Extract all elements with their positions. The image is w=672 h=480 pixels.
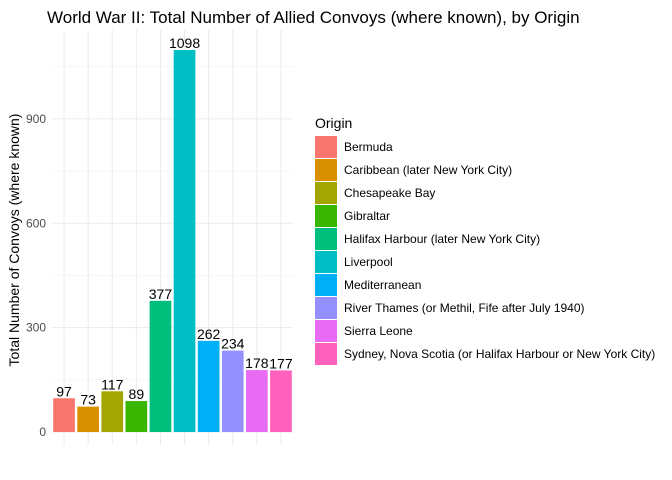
- bar-5: [173, 50, 196, 432]
- data-label-3: 89: [129, 386, 145, 402]
- legend-key-7: [315, 297, 337, 319]
- legend-key-8: [315, 320, 337, 342]
- data-label-0: 97: [56, 383, 72, 399]
- bar-6: [197, 340, 220, 432]
- legend-key-6: [315, 274, 337, 296]
- data-label-7: 234: [221, 336, 245, 352]
- bar-1: [77, 406, 99, 432]
- legend-label-6: Mediterranean: [344, 278, 421, 292]
- legend-key-1: [315, 159, 337, 181]
- y-tick-label: 300: [26, 321, 46, 335]
- legend-label-5: Liverpool: [344, 255, 393, 269]
- y-axis-ticks: 0 300 600 900: [26, 112, 46, 439]
- legend-label-9: Sydney, Nova Scotia (or Halifax Harbour …: [344, 347, 655, 361]
- y-tick-label: 600: [26, 216, 46, 230]
- legend-key-3: [315, 205, 337, 227]
- data-label-4: 377: [149, 286, 173, 302]
- data-label-1: 73: [80, 392, 96, 408]
- legend-key-0: [315, 136, 337, 158]
- legend-label-1: Caribbean (later New York City): [344, 163, 512, 177]
- bar-2: [101, 391, 124, 432]
- bar-0: [53, 398, 75, 432]
- y-tick-label: 900: [26, 112, 46, 126]
- legend-label-4: Halifax Harbour (later New York City): [344, 232, 540, 246]
- bars: [53, 50, 292, 432]
- legend-label-0: Bermuda: [344, 140, 393, 154]
- bar-9: [270, 370, 292, 432]
- legend-label-2: Chesapeake Bay: [344, 186, 435, 200]
- data-label-9: 177: [269, 355, 293, 371]
- bar-3: [125, 401, 148, 432]
- y-axis-label: Total Number of Convoys (where known): [6, 114, 22, 367]
- legend-label-3: Gibraltar: [344, 209, 390, 223]
- bar-8: [246, 370, 268, 432]
- legend-key-9: [315, 343, 337, 365]
- data-label-8: 178: [245, 355, 269, 371]
- legend: Origin Bermuda Caribbean (later New York …: [315, 115, 655, 365]
- legend-key-4: [315, 228, 337, 250]
- legend-title: Origin: [315, 115, 352, 131]
- legend-key-5: [315, 251, 337, 273]
- data-label-5: 1098: [169, 35, 200, 51]
- data-label-6: 262: [197, 326, 221, 342]
- legend-label-8: Sierra Leone: [344, 324, 413, 338]
- bar-7: [221, 350, 244, 432]
- chart-title: World War II: Total Number of Allied Con…: [47, 8, 580, 27]
- legend-key-2: [315, 182, 337, 204]
- y-tick-label: 0: [39, 425, 46, 439]
- data-label-2: 117: [101, 376, 124, 392]
- legend-label-7: River Thames (or Methil, Fife after July…: [344, 301, 585, 315]
- bar-4: [149, 300, 172, 432]
